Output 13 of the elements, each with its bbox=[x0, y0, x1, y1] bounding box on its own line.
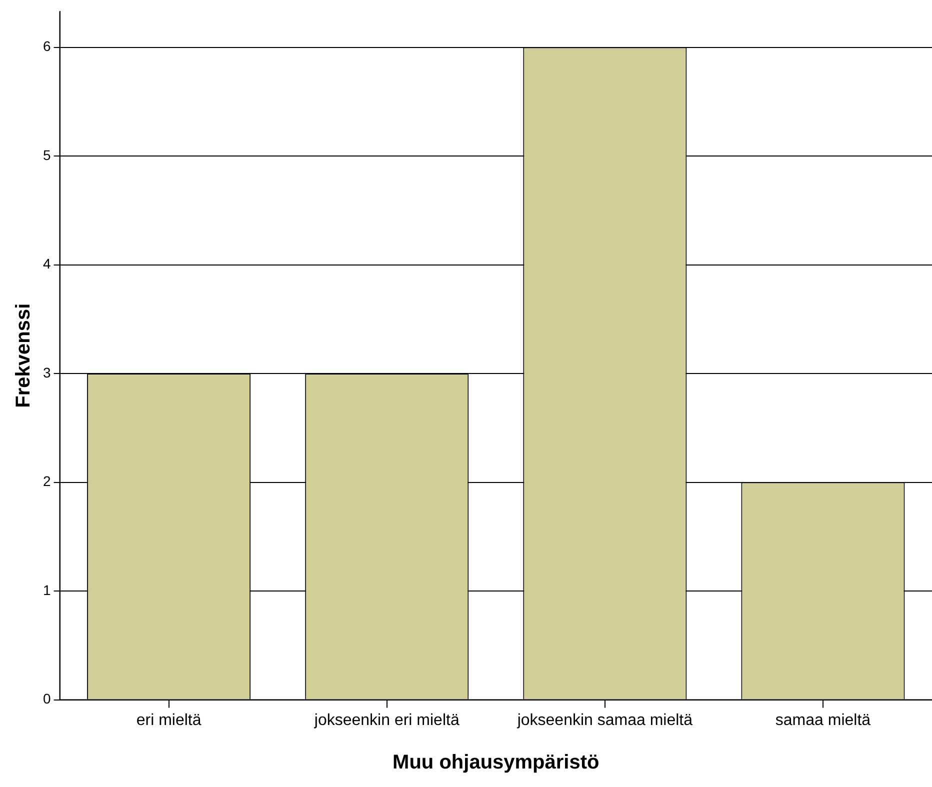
x-tick-label: samaa mieltä bbox=[775, 712, 871, 729]
y-tick-label: 2 bbox=[42, 473, 51, 490]
y-tick-label: 4 bbox=[42, 256, 51, 272]
y-tick-label: 1 bbox=[42, 582, 51, 598]
y-tick-label: 5 bbox=[42, 146, 51, 163]
x-tick-label: jokseenkin samaa mieltä bbox=[516, 712, 693, 729]
x-axis-title: Muu ohjausympäristö bbox=[392, 752, 600, 774]
y-tick-label: 6 bbox=[42, 38, 51, 54]
y-tick-label: 0 bbox=[42, 690, 51, 707]
x-tick-label: jokseenkin eri mieltä bbox=[313, 712, 460, 729]
x-tick-label: eri mieltä bbox=[136, 712, 202, 729]
y-axis-title: Frekvenssi bbox=[12, 303, 35, 408]
y-tick-label: 3 bbox=[42, 364, 51, 380]
